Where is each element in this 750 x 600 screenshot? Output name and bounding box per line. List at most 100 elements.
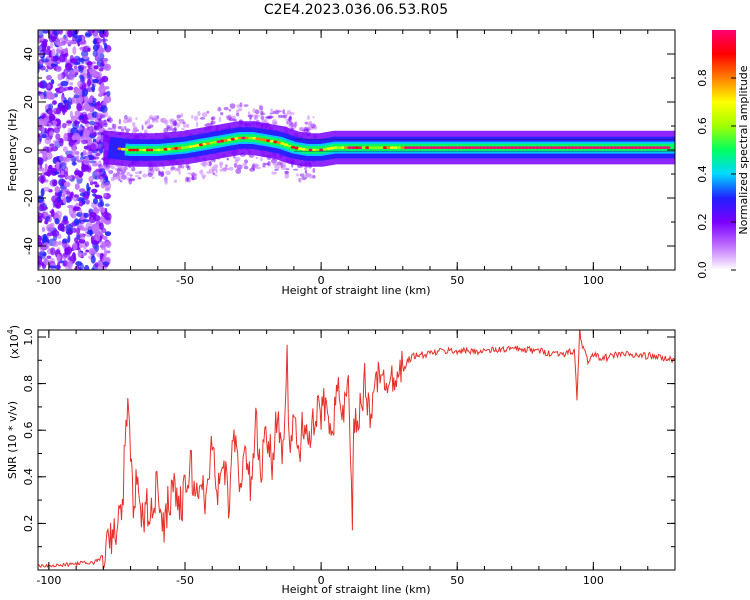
heatmap-blob: [90, 235, 94, 245]
heatmap-blob: [85, 156, 90, 161]
heatmap-blob: [48, 265, 56, 269]
heatmap-blob: [267, 160, 271, 167]
heatmap-blob: [106, 167, 110, 172]
heatmap-core: [234, 137, 239, 140]
heatmap-blob: [98, 206, 106, 213]
heatmap-blob: [201, 112, 208, 118]
snr-multiplier-close: ): [8, 325, 21, 329]
heatmap-blob: [147, 172, 153, 178]
heatmap-blob: [38, 195, 45, 203]
heatmap-blob: [180, 113, 184, 118]
heatmap-core: [351, 146, 356, 150]
heatmap-blob: [76, 219, 82, 224]
heatmap-blob: [186, 165, 191, 171]
heatmap-blob: [74, 120, 78, 127]
heatmap-blob: [135, 117, 138, 121]
heatmap-blob: [38, 218, 43, 222]
heatmap-core: [492, 146, 497, 150]
spectrogram-xtick-label: 50: [450, 274, 464, 287]
heatmap-blob: [81, 219, 90, 223]
heatmap-blob: [67, 230, 73, 236]
heatmap-blob: [206, 110, 210, 114]
heatmap-core: [237, 136, 243, 140]
heatmap-blob: [289, 115, 293, 122]
heatmap-blob: [80, 152, 84, 158]
heatmap-blob: [90, 156, 97, 160]
heatmap-core: [435, 146, 441, 150]
heatmap-core: [535, 146, 540, 150]
heatmap-core: [489, 146, 494, 150]
heatmap-blob: [96, 71, 103, 78]
heatmap-blob: [106, 90, 111, 97]
heatmap-blob: [49, 130, 54, 137]
heatmap-blob: [100, 57, 109, 62]
heatmap-blob: [211, 116, 216, 121]
heatmap-core: [259, 138, 264, 141]
heatmap-blob: [48, 103, 54, 111]
heatmap-blob: [210, 120, 216, 125]
heatmap-core: [297, 147, 303, 151]
heatmap-blob: [85, 249, 90, 253]
heatmap-blob: [38, 81, 45, 89]
heatmap-blob: [298, 126, 305, 131]
heatmap-core: [612, 146, 618, 150]
heatmap-blob: [38, 45, 43, 51]
heatmap-blob: [74, 183, 80, 191]
heatmap-core: [443, 146, 448, 150]
heatmap-blob: [229, 118, 234, 122]
heatmap-core: [156, 148, 161, 152]
heatmap-blob: [129, 178, 136, 181]
heatmap-blob: [74, 110, 81, 117]
heatmap-core: [138, 148, 144, 152]
heatmap-blob: [224, 163, 228, 170]
heatmap-core: [269, 139, 275, 143]
heatmap-blob: [92, 44, 99, 51]
heatmap-core: [375, 146, 381, 150]
heatmap-blob: [104, 30, 109, 38]
heatmap-blob: [236, 104, 241, 108]
heatmap-blob: [58, 137, 64, 144]
heatmap-blob: [49, 113, 56, 122]
heatmap-blob: [62, 238, 69, 244]
heatmap-blob: [176, 166, 181, 172]
heatmap-blob: [312, 167, 316, 174]
heatmap-blob: [270, 158, 277, 164]
heatmap-blob: [78, 66, 84, 74]
heatmap-blob: [77, 251, 82, 258]
heatmap-core: [418, 146, 423, 150]
heatmap-blob: [144, 120, 148, 126]
heatmap-core: [301, 147, 306, 151]
heatmap-core: [333, 146, 338, 150]
heatmap-blob: [39, 61, 44, 65]
heatmap-core: [121, 147, 126, 151]
spectrogram-x-label: Height of straight line (km): [281, 284, 430, 297]
heatmap-blob: [71, 161, 77, 166]
heatmap-blob: [69, 82, 74, 86]
heatmap-blob: [100, 227, 107, 233]
heatmap-blob: [62, 197, 67, 204]
heatmap-blob: [95, 37, 102, 44]
snr-multiplier-base: (x10: [8, 334, 21, 359]
heatmap-blob: [79, 115, 85, 120]
heatmap-blob: [38, 234, 42, 244]
heatmap-core: [223, 139, 229, 142]
heatmap-core: [517, 146, 522, 150]
heatmap-core: [305, 148, 310, 152]
heatmap-blob: [82, 55, 89, 60]
heatmap-blob: [104, 231, 112, 237]
heatmap-core: [319, 148, 324, 152]
heatmap-blob: [299, 173, 305, 177]
heatmap-blob: [71, 96, 80, 104]
heatmap-blob: [97, 30, 106, 34]
heatmap-blob: [94, 194, 103, 199]
heatmap-core: [340, 146, 345, 150]
heatmap-blob: [151, 176, 155, 179]
heatmap-blob: [286, 121, 289, 125]
heatmap-core: [329, 146, 335, 150]
heatmap-blob: [239, 102, 243, 108]
heatmap-blob: [73, 94, 80, 99]
heatmap-blob: [95, 232, 100, 242]
heatmap-core: [570, 146, 575, 150]
snr-ytick-label: 0.8: [22, 375, 35, 393]
